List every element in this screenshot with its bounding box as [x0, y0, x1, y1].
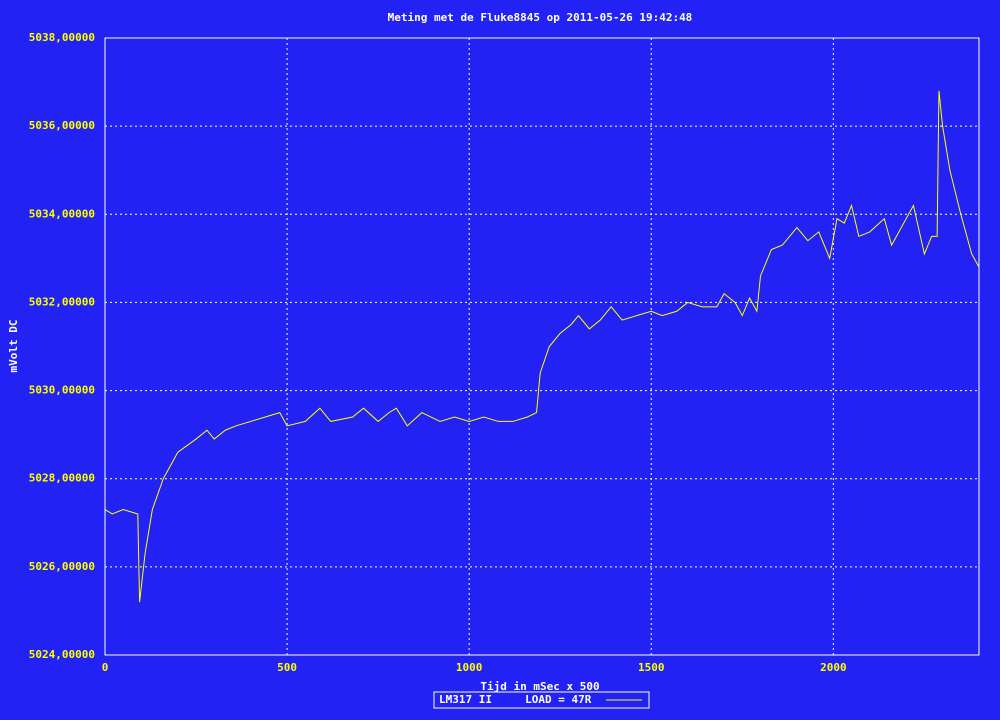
y-tick-label: 5034,00000 — [29, 207, 95, 220]
y-tick-label: 5032,00000 — [29, 295, 95, 308]
x-tick-label: 2000 — [820, 661, 847, 674]
x-tick-label: 500 — [277, 661, 297, 674]
y-tick-label: 5026,00000 — [29, 560, 95, 573]
x-tick-label: 1500 — [638, 661, 665, 674]
y-tick-label: 5028,00000 — [29, 472, 95, 485]
chart-title: Meting met de Fluke8845 op 2011-05-26 19… — [388, 11, 693, 24]
y-axis-label: mVolt DC — [7, 320, 20, 373]
x-tick-label: 1000 — [456, 661, 483, 674]
plot-border — [104, 37, 980, 656]
legend-box — [433, 691, 650, 709]
y-tick-label: 5024,00000 — [29, 648, 95, 661]
data-line — [104, 90, 980, 603]
y-tick-label: 5038,00000 — [29, 31, 95, 44]
y-tick-label: 5036,00000 — [29, 119, 95, 132]
legend-label: LM317 II LOAD = 47R — [439, 693, 592, 706]
x-axis-label: Tijd in mSec x 500 — [480, 680, 599, 693]
y-tick-label: 5030,00000 — [29, 384, 95, 397]
x-tick-label: 0 — [102, 661, 109, 674]
